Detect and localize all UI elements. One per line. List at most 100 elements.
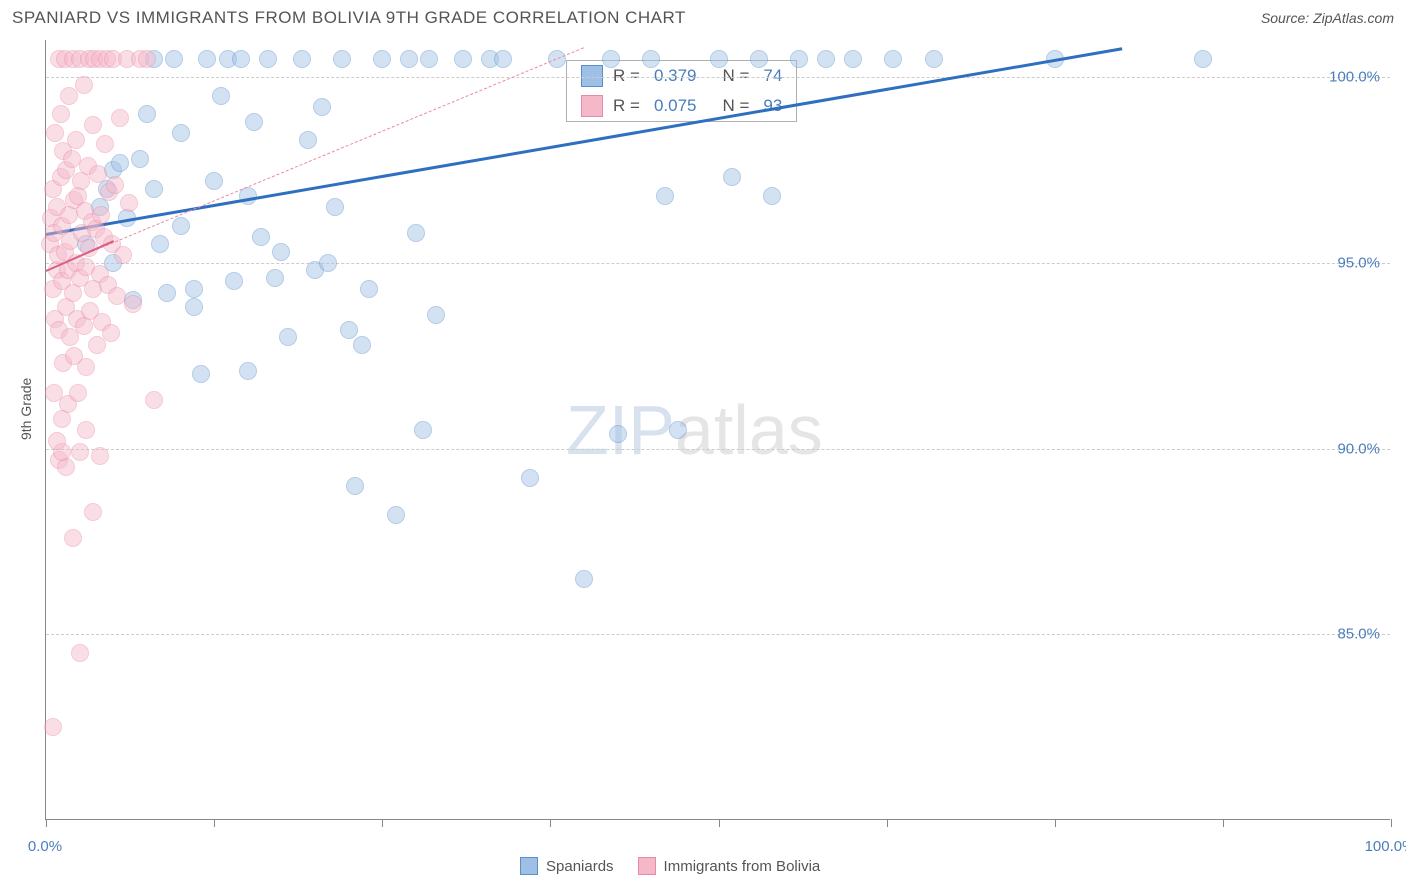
scatter-point bbox=[111, 154, 129, 172]
scatter-point bbox=[84, 503, 102, 521]
scatter-point bbox=[77, 358, 95, 376]
scatter-point bbox=[89, 165, 107, 183]
scatter-point bbox=[151, 235, 169, 253]
scatter-point bbox=[52, 105, 70, 123]
scatter-point bbox=[299, 131, 317, 149]
scatter-point bbox=[48, 432, 66, 450]
x-tick bbox=[1223, 819, 1224, 827]
scatter-point bbox=[340, 321, 358, 339]
legend-row: R =0.075N =93 bbox=[567, 91, 796, 121]
x-tick bbox=[550, 819, 551, 827]
scatter-point bbox=[69, 384, 87, 402]
scatter-point bbox=[138, 105, 156, 123]
scatter-point bbox=[326, 198, 344, 216]
scatter-point bbox=[84, 116, 102, 134]
scatter-point bbox=[124, 295, 142, 313]
x-tick-label: 0.0% bbox=[28, 838, 62, 855]
legend-label: Immigrants from Bolivia bbox=[664, 858, 821, 875]
chart-plot-area: ZIPatlas R =0.379N =74R =0.075N =93 85.0… bbox=[45, 40, 1390, 820]
legend-r-label: R = bbox=[613, 66, 640, 86]
x-tick bbox=[719, 819, 720, 827]
x-tick bbox=[382, 819, 383, 827]
scatter-point bbox=[602, 50, 620, 68]
scatter-point bbox=[77, 421, 95, 439]
scatter-point bbox=[192, 365, 210, 383]
watermark: ZIPatlas bbox=[566, 390, 823, 470]
scatter-point bbox=[669, 421, 687, 439]
scatter-point bbox=[64, 529, 82, 547]
scatter-point bbox=[844, 50, 862, 68]
scatter-point bbox=[114, 246, 132, 264]
scatter-point bbox=[145, 180, 163, 198]
scatter-point bbox=[172, 217, 190, 235]
scatter-point bbox=[521, 469, 539, 487]
scatter-point bbox=[790, 50, 808, 68]
legend-n-value: 74 bbox=[763, 66, 782, 86]
scatter-point bbox=[407, 224, 425, 242]
scatter-point bbox=[259, 50, 277, 68]
y-axis-label: 9th Grade bbox=[18, 378, 34, 440]
scatter-point bbox=[400, 50, 418, 68]
x-tick bbox=[887, 819, 888, 827]
y-tick-label: 85.0% bbox=[1337, 626, 1380, 643]
scatter-point bbox=[710, 50, 728, 68]
header: SPANIARD VS IMMIGRANTS FROM BOLIVIA 9TH … bbox=[0, 0, 1406, 32]
scatter-point bbox=[232, 50, 250, 68]
gridline bbox=[46, 77, 1390, 78]
scatter-point bbox=[925, 50, 943, 68]
scatter-point bbox=[454, 50, 472, 68]
legend-swatch bbox=[581, 95, 603, 117]
scatter-point bbox=[656, 187, 674, 205]
scatter-point bbox=[387, 506, 405, 524]
scatter-point bbox=[53, 410, 71, 428]
legend-swatch bbox=[581, 65, 603, 87]
scatter-point bbox=[353, 336, 371, 354]
scatter-point bbox=[373, 50, 391, 68]
gridline bbox=[46, 263, 1390, 264]
x-tick bbox=[1055, 819, 1056, 827]
scatter-point bbox=[750, 50, 768, 68]
gridline bbox=[46, 449, 1390, 450]
scatter-point bbox=[111, 109, 129, 127]
series-legend: SpaniardsImmigrants from Bolivia bbox=[520, 857, 820, 875]
scatter-point bbox=[239, 362, 257, 380]
legend-r-value: 0.379 bbox=[654, 66, 697, 86]
scatter-point bbox=[106, 176, 124, 194]
y-tick-label: 100.0% bbox=[1329, 69, 1380, 86]
scatter-point bbox=[609, 425, 627, 443]
legend-n-label: N = bbox=[722, 66, 749, 86]
scatter-point bbox=[763, 187, 781, 205]
scatter-point bbox=[120, 194, 138, 212]
scatter-point bbox=[67, 131, 85, 149]
scatter-point bbox=[414, 421, 432, 439]
scatter-point bbox=[145, 391, 163, 409]
scatter-point bbox=[158, 284, 176, 302]
scatter-point bbox=[225, 272, 243, 290]
scatter-point bbox=[131, 150, 149, 168]
scatter-point bbox=[333, 50, 351, 68]
scatter-point bbox=[46, 124, 64, 142]
scatter-point bbox=[272, 243, 290, 261]
legend-r-value: 0.075 bbox=[654, 96, 697, 116]
scatter-point bbox=[71, 644, 89, 662]
scatter-point bbox=[420, 50, 438, 68]
x-tick-label: 100.0% bbox=[1365, 838, 1406, 855]
source-attribution: Source: ZipAtlas.com bbox=[1261, 10, 1394, 26]
legend-r-label: R = bbox=[613, 96, 640, 116]
scatter-point bbox=[346, 477, 364, 495]
scatter-point bbox=[723, 168, 741, 186]
x-tick bbox=[214, 819, 215, 827]
scatter-point bbox=[44, 718, 62, 736]
legend-swatch bbox=[520, 857, 538, 875]
scatter-point bbox=[319, 254, 337, 272]
scatter-point bbox=[427, 306, 445, 324]
scatter-point bbox=[245, 113, 263, 131]
scatter-point bbox=[92, 206, 110, 224]
scatter-point bbox=[185, 298, 203, 316]
chart-title: SPANIARD VS IMMIGRANTS FROM BOLIVIA 9TH … bbox=[12, 8, 686, 28]
scatter-point bbox=[96, 135, 114, 153]
correlation-legend: R =0.379N =74R =0.075N =93 bbox=[566, 60, 797, 122]
scatter-point bbox=[884, 50, 902, 68]
scatter-point bbox=[293, 50, 311, 68]
y-tick-label: 90.0% bbox=[1337, 440, 1380, 457]
